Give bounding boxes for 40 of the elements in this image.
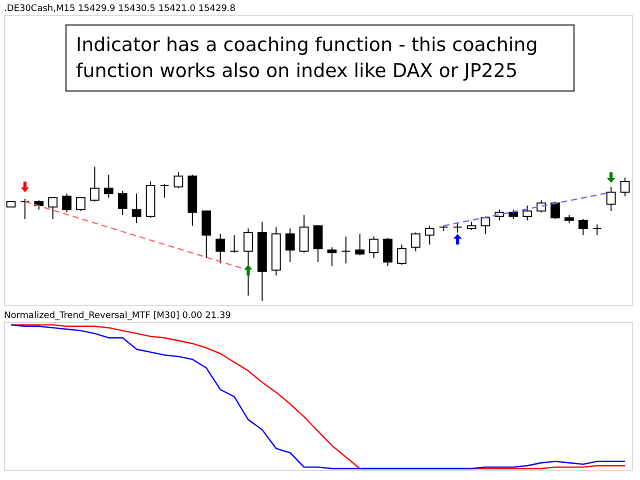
candlestick xyxy=(592,224,602,236)
candlestick xyxy=(285,228,295,263)
candlestick xyxy=(230,234,239,254)
candlestick xyxy=(118,190,128,216)
candlestick xyxy=(424,225,434,246)
candlestick xyxy=(104,174,114,198)
candlestick xyxy=(508,209,518,220)
candlestick xyxy=(578,218,588,236)
candlestick xyxy=(480,216,490,234)
candlestick xyxy=(62,193,72,213)
candlestick xyxy=(606,186,616,212)
candlestick xyxy=(452,222,462,233)
candlestick xyxy=(20,198,30,220)
candlestick xyxy=(341,236,351,264)
candlestick xyxy=(369,236,379,259)
candlestick xyxy=(536,200,546,213)
candlestick xyxy=(383,237,392,267)
point xyxy=(606,172,616,183)
candlestick xyxy=(355,233,365,256)
candlestick xyxy=(313,225,323,263)
chart-title: .DE30Cash,M15 15429.9 15430.5 15421.0 15429.8 xyxy=(4,4,236,14)
candlestick xyxy=(411,232,420,252)
candlestick xyxy=(90,166,100,202)
text: Indicator has a coaching function - this coaching function works also on index like DAX or JP225 xyxy=(76,34,538,82)
candlestick xyxy=(48,197,58,220)
point xyxy=(20,182,30,192)
candlestick xyxy=(522,205,532,221)
candlestick xyxy=(550,201,560,220)
candlestick xyxy=(174,172,184,189)
candlestick xyxy=(160,184,170,198)
point xyxy=(453,234,462,244)
candlestick xyxy=(244,228,253,296)
candlestick xyxy=(327,246,337,267)
candlestick xyxy=(620,176,630,197)
chart-title: Normalized_Trend_Reversal_MTF [M30] 0.00 21.39 xyxy=(4,311,232,321)
candlestick xyxy=(216,233,225,264)
candlestick xyxy=(397,244,406,266)
candlestick xyxy=(76,197,86,212)
point xyxy=(244,264,252,276)
candlestick xyxy=(132,193,142,224)
